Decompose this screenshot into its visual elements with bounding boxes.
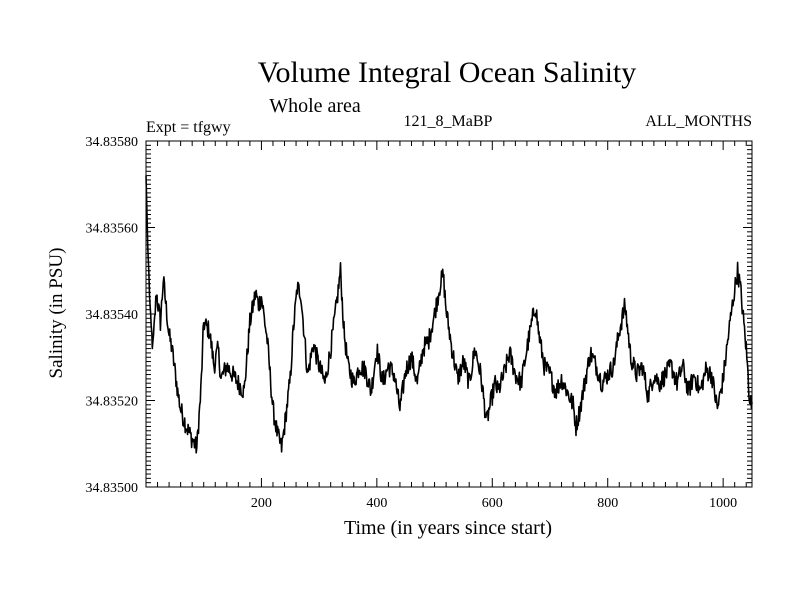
x-tick-label: 200	[251, 496, 272, 511]
y-tick-label: 34.83540	[86, 308, 139, 323]
y-tick-label: 34.83580	[86, 135, 139, 150]
y-tick-label: 34.83520	[86, 395, 139, 410]
y-tick-label: 34.83500	[86, 481, 139, 496]
chart-title: Volume Integral Ocean Salinity	[258, 56, 637, 89]
plot-frame	[145, 140, 753, 488]
axes: 200 400 600 800 1000 34.83500 34.83520 34.83540…	[86, 135, 753, 511]
chart-subtitle: Whole area	[269, 95, 361, 117]
x-tick-label: 1000	[709, 496, 737, 511]
x-axis-label: Time (in years since start)	[344, 517, 552, 539]
months-label: ALL_MONTHS	[645, 113, 752, 130]
y-axis-label: Salinity (in PSU)	[46, 248, 67, 379]
expt-label: Expt = tfgwy	[146, 119, 231, 136]
x-tick-label: 400	[366, 496, 387, 511]
run-label: 121_8_MaBP	[404, 113, 493, 130]
x-tick-label: 600	[482, 496, 503, 511]
y-tick-label: 34.83560	[86, 222, 139, 237]
series-line-salinity	[145, 175, 753, 454]
series-group	[145, 175, 753, 454]
x-tick-label: 800	[597, 496, 618, 511]
